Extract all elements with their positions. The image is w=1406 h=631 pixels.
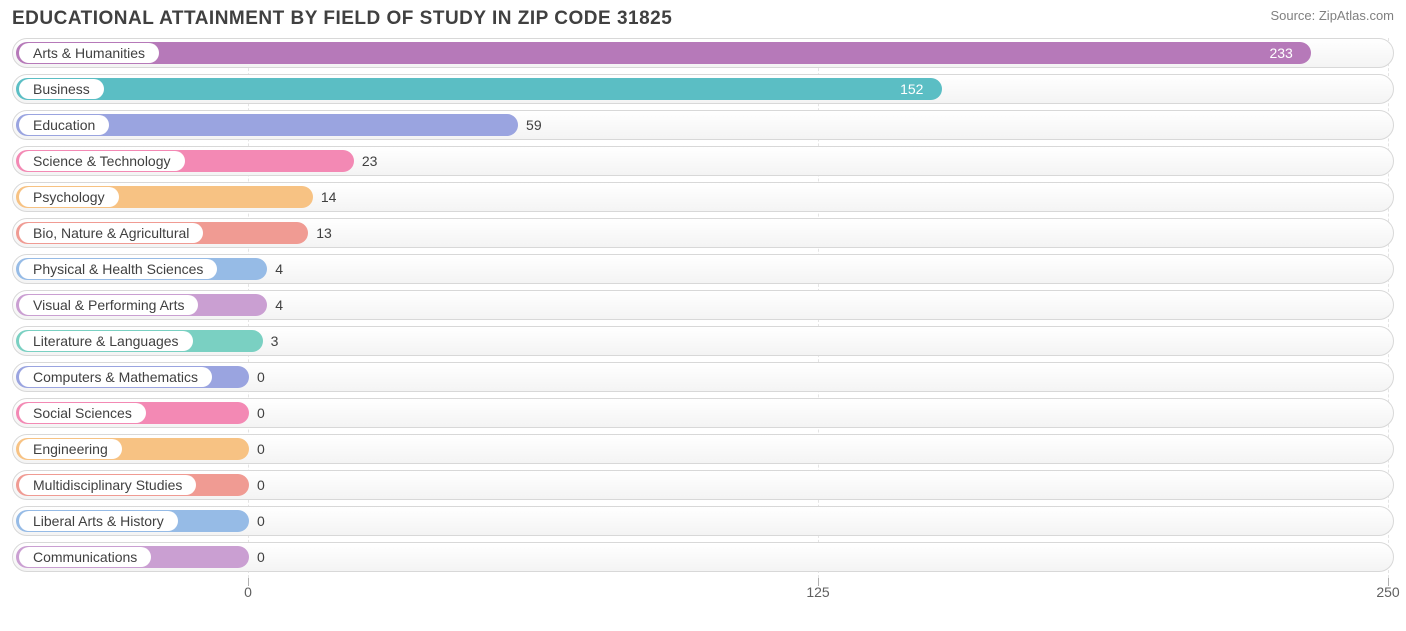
bar-row: Computers & Mathematics 0 <box>12 362 1394 392</box>
chart-area: Arts & Humanities233Business152Education… <box>12 38 1394 604</box>
bar-value: 23 <box>354 147 378 175</box>
axis-tick-label: 250 <box>1376 584 1399 600</box>
bar-label-pill: Bio, Nature & Agricultural <box>19 223 203 243</box>
bar-label-pill: Business <box>19 79 104 99</box>
bar-label-pill: Communications <box>19 547 151 567</box>
bar-label-pill: Computers & Mathematics <box>19 367 212 387</box>
axis-tick-label: 125 <box>806 584 829 600</box>
bar-label-pill: Literature & Languages <box>19 331 193 351</box>
bar-row: Bio, Nature & Agricultural 13 <box>12 218 1394 248</box>
bar-value: 3 <box>263 327 279 355</box>
bar-row: Engineering 0 <box>12 434 1394 464</box>
bar-value: 59 <box>518 111 542 139</box>
bar-fill <box>16 78 942 100</box>
bar-label-pill: Social Sciences <box>19 403 146 423</box>
bar-label-pill: Engineering <box>19 439 122 459</box>
bar-value: 0 <box>249 399 265 427</box>
bar-value: 14 <box>313 183 337 211</box>
bar-value: 0 <box>249 507 265 535</box>
bar-value: 0 <box>249 471 265 499</box>
bar-label-pill: Multidisciplinary Studies <box>19 475 196 495</box>
bar-fill <box>16 42 1311 64</box>
bar-row: Business 152 <box>12 74 1394 104</box>
bar-row: Multidisciplinary Studies 0 <box>12 470 1394 500</box>
bar-row: Psychology 14 <box>12 182 1394 212</box>
bar-value: 4 <box>267 255 283 283</box>
bar-label-pill: Liberal Arts & History <box>19 511 178 531</box>
bar-value: 0 <box>249 435 265 463</box>
bar-row: Communications 0 <box>12 542 1394 572</box>
bar-label-pill: Science & Technology <box>19 151 185 171</box>
bar-value: 233 <box>1269 39 1292 67</box>
bar-row: Visual & Performing Arts 4 <box>12 290 1394 320</box>
bar-row: Physical & Health Sciences 4 <box>12 254 1394 284</box>
chart-header: EDUCATIONAL ATTAINMENT BY FIELD OF STUDY… <box>12 8 1394 30</box>
bar-value: 152 <box>900 75 923 103</box>
bar-label-pill: Education <box>19 115 109 135</box>
bar-row: Liberal Arts & History 0 <box>12 506 1394 536</box>
bar-label-pill: Physical & Health Sciences <box>19 259 217 279</box>
bar-row: Literature & Languages 3 <box>12 326 1394 356</box>
bar-value: 13 <box>308 219 332 247</box>
bar-value: 0 <box>249 363 265 391</box>
bar-label-pill: Psychology <box>19 187 119 207</box>
axis-tick-label: 0 <box>244 584 252 600</box>
bar-value: 4 <box>267 291 283 319</box>
chart-title: EDUCATIONAL ATTAINMENT BY FIELD OF STUDY… <box>12 8 672 30</box>
chart-source: Source: ZipAtlas.com <box>1270 8 1394 23</box>
x-axis: 0125250 <box>12 578 1394 604</box>
bar-row: Education 59 <box>12 110 1394 140</box>
bar-row: Social Sciences 0 <box>12 398 1394 428</box>
bar-row: Science & Technology 23 <box>12 146 1394 176</box>
bar-value: 0 <box>249 543 265 571</box>
bar-row: Arts & Humanities 233 <box>12 38 1394 68</box>
bar-label-pill: Arts & Humanities <box>19 43 159 63</box>
bar-label-pill: Visual & Performing Arts <box>19 295 198 315</box>
